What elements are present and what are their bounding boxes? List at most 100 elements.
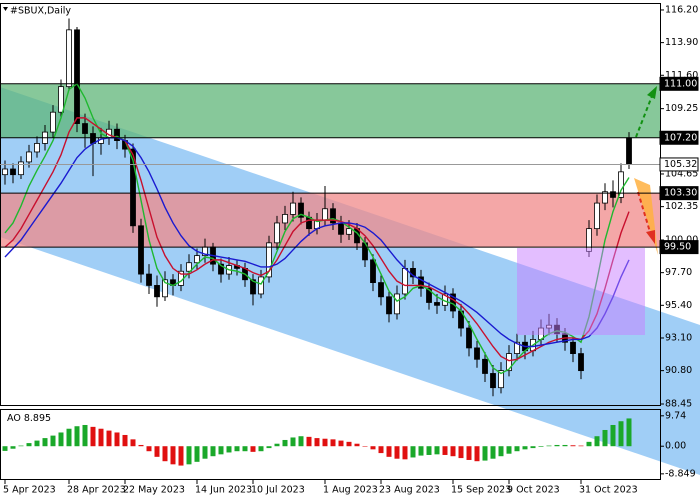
ao-bar [346,441,352,447]
candle-body [394,293,400,315]
ao-bar [306,436,312,447]
candle-body [274,222,280,244]
ao-bar [402,446,408,460]
ao-bar [250,446,256,452]
ao-bar [74,426,80,447]
candle-body [18,161,24,176]
candle-body [130,148,136,227]
level-label: 111.00 [664,78,697,89]
candle-body [194,255,200,264]
level-label: 103.30 [664,188,697,199]
ao-bar [122,434,128,447]
candle-body [50,111,56,133]
level-label-box [659,186,699,201]
ao-bar [466,446,472,460]
moving-average [4,117,630,362]
ao-bar [282,439,288,447]
chart-title: #SBUX,Daily [10,6,71,17]
ao-bar [450,446,456,457]
trend-channel [0,87,700,475]
candle-body [114,128,120,142]
x-tick-label: 10 Jul 2023 [251,485,305,496]
x-tick-label: 1 Aug 2023 [323,485,378,496]
y-tick-label: 102.35 [665,201,698,212]
candle-body [138,225,144,275]
y-tick-label: 111.60 [665,70,698,81]
candle-body [578,353,584,372]
ao-bar [562,444,568,447]
ao-bar [378,446,384,454]
ao-bar [578,445,584,447]
candle-body [490,373,496,389]
candle-body [10,168,16,176]
candle-body [506,353,512,372]
candle-body [322,208,328,221]
candle-body [346,228,352,235]
ao-bar [2,446,8,451]
candle-body [426,287,432,303]
ao-bar [50,435,56,447]
ao-bar [362,446,368,447]
candle-body [610,191,616,198]
ao-bar [90,426,96,447]
x-tick-label: 15 Sep 2023 [451,485,511,496]
level-label-box [659,130,699,145]
candle-body [498,370,504,389]
candle-body [466,327,472,349]
candle-body [330,208,336,224]
ao-bar [546,445,552,447]
ao-tick-label: 9.74 [665,410,686,421]
y-tick-label: 109.25 [665,103,698,114]
candle-body [474,347,480,360]
ao-bar [370,446,376,450]
ao-bar [26,443,32,447]
arrow-up [635,95,653,138]
ao-bar [98,428,104,447]
ao-bar [498,446,504,457]
ao-bar [18,445,24,447]
target-box [517,248,645,335]
ao-bar [106,430,112,447]
ao-bar [482,446,488,461]
y-tick-label: 95.40 [665,300,692,311]
candle-body [66,29,72,88]
candle-body [162,279,168,298]
ao-bar [138,444,144,447]
ao-bar [154,446,160,457]
ao-bar [506,446,512,454]
ao-bar [194,446,200,462]
y-tick-label: 97.70 [665,267,692,278]
ao-bar [418,446,424,456]
ao-bar [114,432,120,447]
ao-bar [234,446,240,452]
ao-bar [66,428,72,447]
ao-current: 8.895 [24,413,51,424]
ao-bar [538,446,544,447]
ao-tick-label: 0.00 [665,441,686,452]
ao-bar [42,438,48,447]
ao-bar [242,446,248,452]
candle-body [618,171,624,198]
level-label-box [659,76,699,91]
title-icon [3,7,8,11]
arrow-up-head [647,86,657,99]
ao-frame [0,409,661,480]
ao-bar [178,446,184,466]
level-label-box [659,157,699,172]
candle-body [282,214,288,224]
y-tick-label: 104.65 [665,168,698,179]
candle-body [154,285,160,298]
ao-label: AO 8.895 [7,413,51,424]
ao-tick-label: -8.849 [665,468,696,479]
price-frame [0,3,661,406]
ao-bar [298,436,304,447]
candle-body [290,202,296,215]
candle-body [570,341,576,354]
ao-bar [554,444,560,447]
x-tick-label: 14 Jun 2023 [195,485,252,496]
ao-bar [34,440,40,447]
ao-bar [442,446,448,455]
candle-body [74,29,80,124]
candle-body [594,202,600,230]
